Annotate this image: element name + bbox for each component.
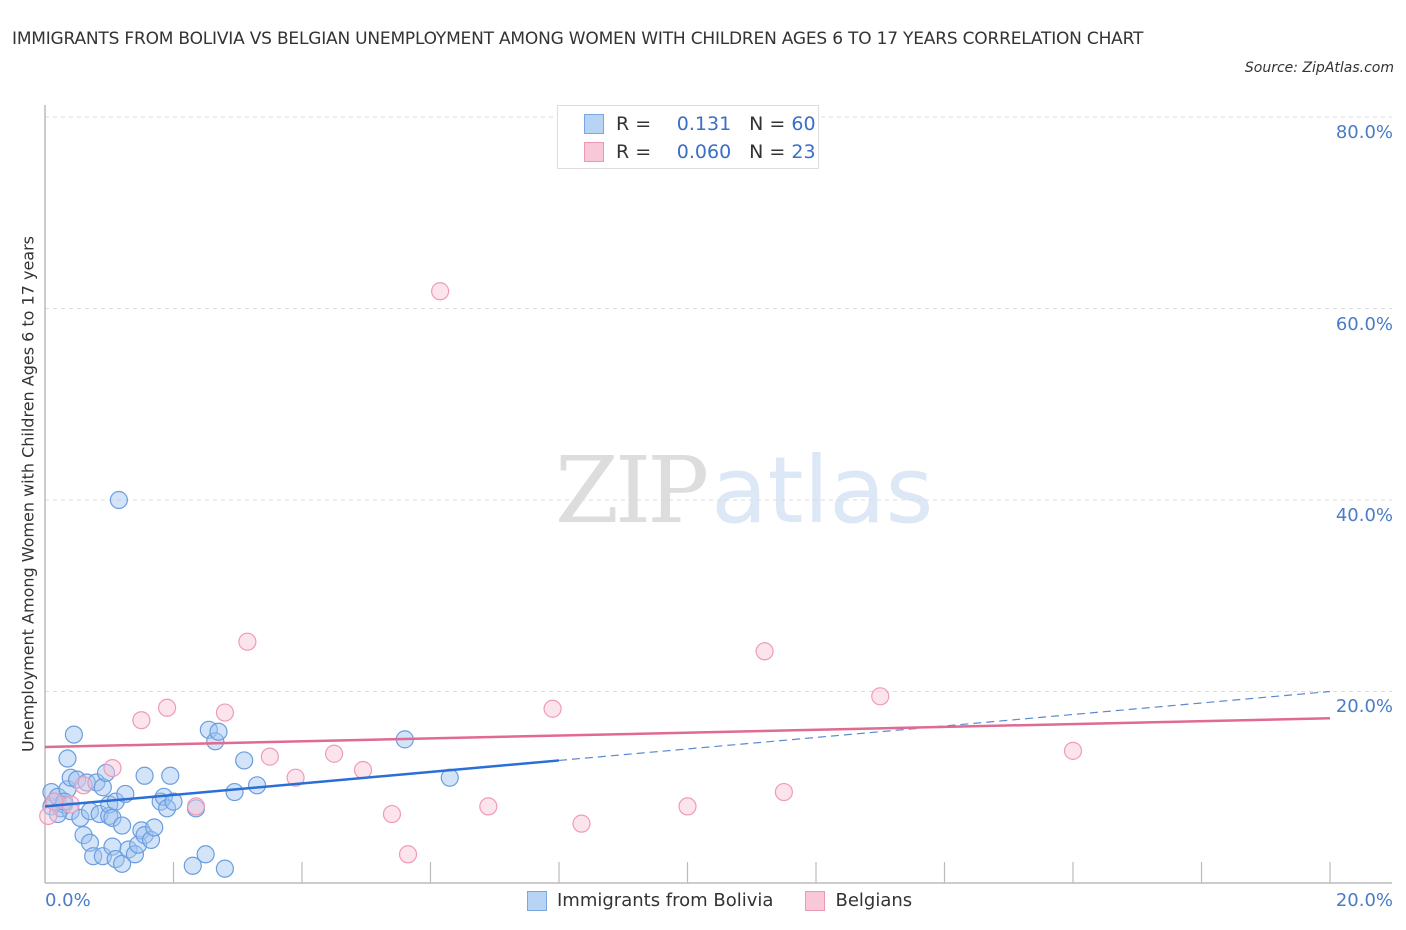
belgian-point[interactable] bbox=[572, 814, 591, 833]
bolivia-point[interactable] bbox=[215, 859, 234, 878]
bolivia-swatch-icon bbox=[584, 114, 604, 134]
bolivia-point[interactable] bbox=[58, 749, 77, 768]
belgian-point[interactable] bbox=[479, 797, 498, 816]
legend-item-bolivia[interactable]: Immigrants from Bolivia bbox=[527, 890, 773, 911]
trend-lines bbox=[44, 690, 1331, 808]
bolivia-point[interactable] bbox=[109, 490, 128, 510]
bolivia-point[interactable] bbox=[225, 782, 244, 802]
belgian-point[interactable] bbox=[238, 632, 257, 651]
r-label: R = bbox=[616, 113, 652, 135]
y-tick-40: 40.0% bbox=[1335, 505, 1393, 526]
belgian-point[interactable] bbox=[398, 845, 418, 864]
r-value: 0.060 bbox=[676, 141, 732, 163]
belgian-point[interactable] bbox=[260, 747, 279, 766]
belgian-point[interactable] bbox=[325, 744, 344, 763]
bolivia-points bbox=[42, 490, 459, 878]
source-label: Source: ZipAtlas.com bbox=[1244, 60, 1394, 76]
chart-title: IMMIGRANTS FROM BOLIVIA VS BELGIAN UNEMP… bbox=[12, 29, 1144, 49]
bolivia-point[interactable] bbox=[80, 833, 100, 852]
r-label: R = bbox=[616, 141, 652, 163]
belgian-point[interactable] bbox=[103, 758, 122, 778]
n-label: N = bbox=[749, 141, 786, 163]
axes bbox=[44, 105, 1392, 884]
n-label: N = bbox=[749, 113, 786, 135]
belgian-point[interactable] bbox=[215, 703, 234, 722]
belgian-point[interactable] bbox=[774, 782, 793, 802]
legend-label: Immigrants from Bolivia bbox=[557, 890, 774, 911]
bolivia-point[interactable] bbox=[135, 766, 154, 785]
legend-label: Belgians bbox=[835, 890, 913, 911]
belgian-point[interactable] bbox=[431, 282, 450, 301]
bolivia-trend-line bbox=[44, 759, 560, 808]
bolivia-point[interactable] bbox=[93, 778, 112, 797]
belgian-point[interactable] bbox=[132, 711, 151, 730]
bolivia-point[interactable] bbox=[112, 816, 132, 835]
belgian-point[interactable] bbox=[286, 768, 305, 787]
bolivia-point[interactable] bbox=[145, 818, 164, 837]
belgian-point[interactable] bbox=[678, 797, 697, 816]
legend-item-belgians[interactable]: Belgians bbox=[805, 890, 912, 911]
bolivia-point[interactable] bbox=[196, 845, 215, 864]
belgians-trend-line bbox=[44, 717, 1331, 749]
zipatlas-watermark: ZIPatlas bbox=[555, 445, 934, 537]
y-tick-60: 60.0% bbox=[1335, 314, 1393, 335]
bolivia-point[interactable] bbox=[247, 776, 267, 795]
bolivia-point[interactable] bbox=[235, 751, 254, 770]
bolivia-point[interactable] bbox=[157, 799, 177, 818]
bolivia-point[interactable] bbox=[206, 732, 225, 751]
belgian-points bbox=[39, 282, 1083, 864]
legend-row-belgians: R = 0.060 N = 23 bbox=[584, 140, 816, 164]
bolivia-point[interactable] bbox=[164, 792, 183, 811]
bolivia-point[interactable] bbox=[209, 722, 228, 741]
n-value: 23 bbox=[791, 141, 816, 163]
belgian-point[interactable] bbox=[45, 792, 64, 811]
belgian-point[interactable] bbox=[186, 797, 206, 816]
belgian-point[interactable] bbox=[353, 760, 373, 780]
belgian-point[interactable] bbox=[1063, 741, 1083, 760]
r-value: 0.131 bbox=[676, 113, 732, 135]
gridlines bbox=[45, 116, 1392, 692]
y-tick-20: 20.0% bbox=[1335, 696, 1393, 717]
bolivia-point[interactable] bbox=[125, 845, 145, 864]
belgian-point[interactable] bbox=[157, 698, 177, 717]
bolivia-point[interactable] bbox=[64, 725, 84, 744]
belgian-point[interactable] bbox=[74, 776, 93, 795]
series-legend: Immigrants from Bolivia Belgians bbox=[527, 890, 944, 911]
bolivia-point[interactable] bbox=[183, 856, 202, 875]
correlation-legend: R = 0.131 N = 60 R = 0.060 N = 23 bbox=[557, 105, 819, 169]
belgian-point[interactable] bbox=[755, 642, 774, 661]
y-axis-label: Unemployment Among Women with Children A… bbox=[18, 235, 38, 753]
belgian-point[interactable] bbox=[871, 687, 890, 706]
belgians-swatch-icon bbox=[805, 890, 826, 911]
x-tick-20: 20.0% bbox=[1335, 890, 1393, 911]
bolivia-swatch-icon bbox=[527, 890, 547, 911]
y-tick-80: 80.0% bbox=[1335, 122, 1393, 143]
x-tick-0: 0.0% bbox=[45, 890, 91, 911]
watermark-atlas: atlas bbox=[711, 437, 934, 544]
legend-row-bolivia: R = 0.131 N = 60 bbox=[584, 112, 816, 136]
bolivia-point[interactable] bbox=[71, 808, 90, 827]
watermark-zip: ZIP bbox=[555, 437, 709, 544]
belgian-point[interactable] bbox=[543, 699, 562, 718]
belgian-point[interactable] bbox=[382, 804, 402, 824]
bolivia-point[interactable] bbox=[161, 766, 180, 785]
belgians-swatch-icon bbox=[584, 142, 604, 162]
bolivia-point[interactable] bbox=[84, 847, 103, 866]
n-value: 60 bbox=[791, 113, 816, 135]
